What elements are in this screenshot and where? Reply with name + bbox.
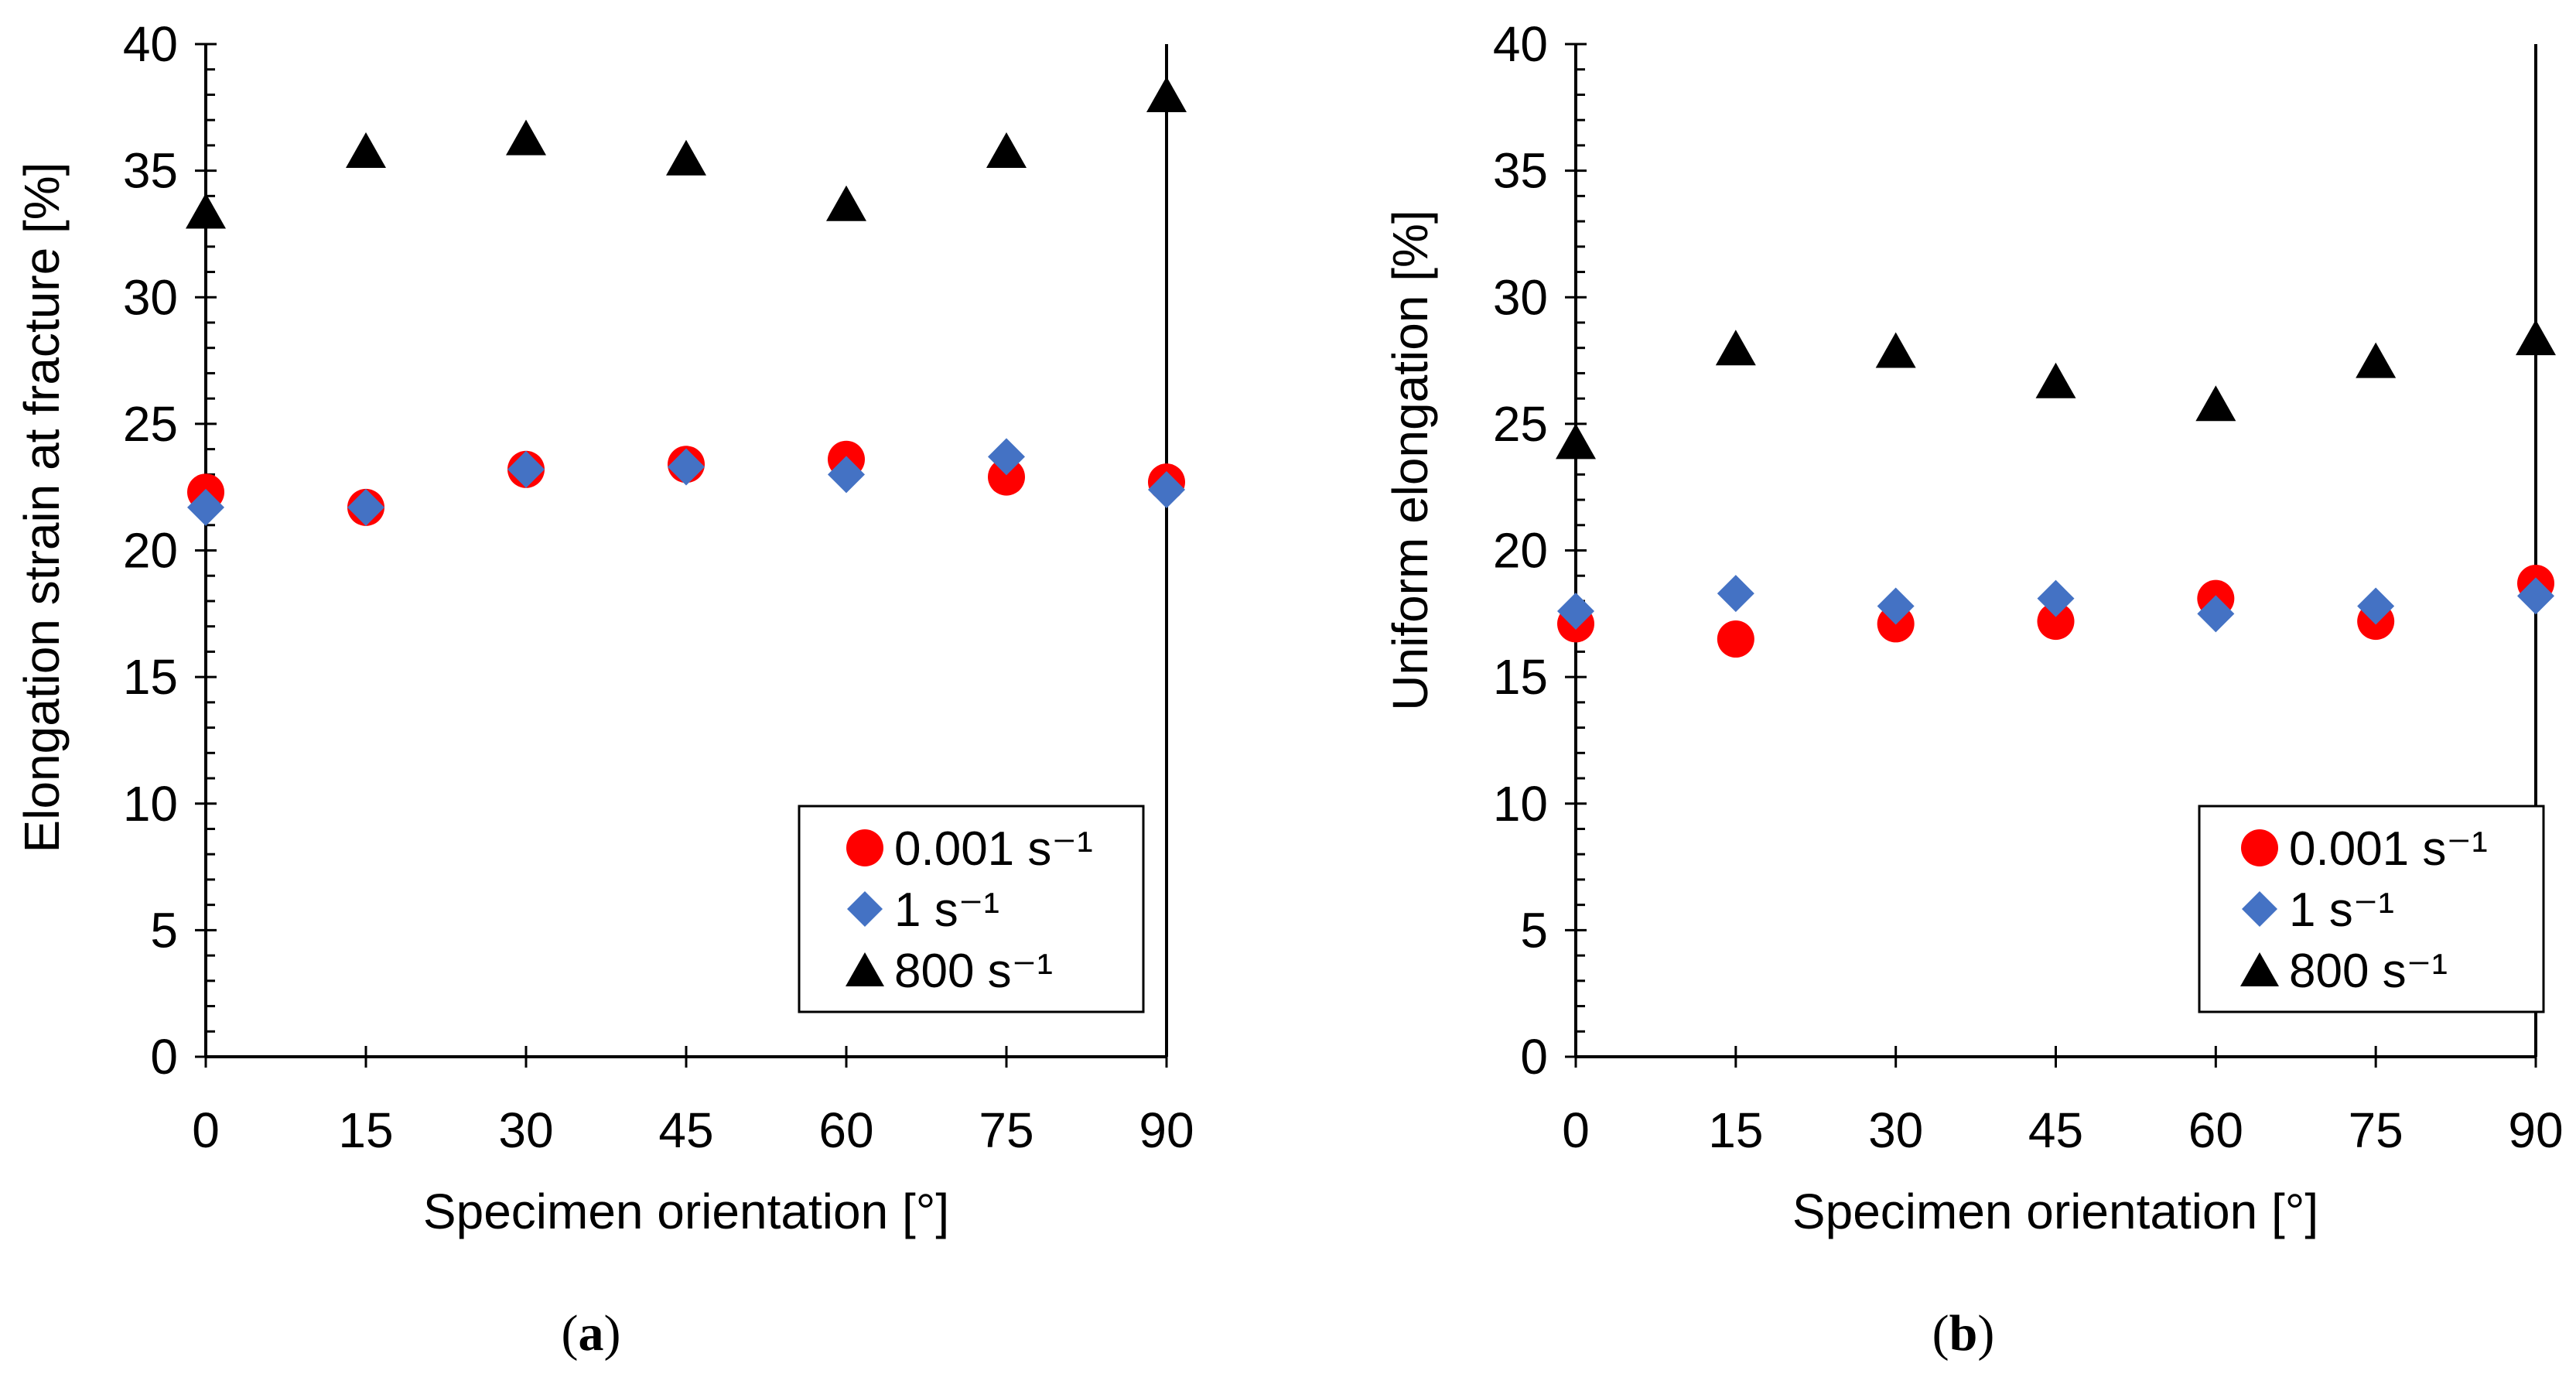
panel-b-x-axis-title: Specimen orientation [°] — [1792, 1184, 2318, 1239]
panel-a-data-points — [186, 76, 1187, 526]
panel-b-point-triangle — [1556, 423, 1596, 460]
panel-b-data-points — [1556, 320, 2556, 658]
panel-a-caption: (a) — [562, 1305, 621, 1362]
panel-b-legend-diamond-icon — [2242, 891, 2277, 927]
panel-a-legend-label-1: 1 s⁻¹ — [894, 883, 999, 937]
panel-a-x-tick-label: 60 — [818, 1102, 873, 1158]
panel-b-y-tick-label: 25 — [1493, 396, 1548, 452]
panel-b-x-tick-label: 75 — [2349, 1102, 2403, 1158]
panel-b-point-circle — [1717, 620, 1754, 658]
panel-b-point-diamond — [2357, 587, 2395, 625]
panel-a-point-triangle — [666, 139, 706, 176]
panel-a-point-diamond — [187, 488, 224, 526]
panel-a-y-tick-label: 20 — [123, 523, 178, 579]
panel-a-x-tick-label: 75 — [979, 1102, 1033, 1158]
panel-b-point-triangle — [2035, 362, 2076, 398]
panel-a-point-triangle — [346, 132, 386, 168]
panel-b-point-diamond — [1717, 575, 1754, 613]
panel-a-y-tick-label: 40 — [123, 16, 178, 72]
panel-b-x-tick-label: 90 — [2508, 1102, 2563, 1158]
panel-a-x-tick-label: 30 — [498, 1102, 553, 1158]
panel-a-point-triangle — [506, 119, 546, 155]
panel-b-legend-triangle-icon — [2240, 952, 2279, 986]
panel-b-legend-circle-icon — [2241, 829, 2278, 866]
panel-a-y-tick-label: 10 — [123, 776, 178, 832]
panel-a-x-tick-label: 15 — [338, 1102, 393, 1158]
panel-b-y-tick-labels: 0 5 10 15 20 25 30 35 40 — [1493, 16, 1548, 1085]
panel-a-y-tick-label: 35 — [123, 143, 178, 199]
panel-a-legend-triangle-icon — [846, 952, 884, 986]
panel-a-legend-diamond-icon — [847, 891, 883, 927]
panel-a-point-diamond — [347, 488, 384, 526]
panel-a-x-tick-label: 90 — [1139, 1102, 1194, 1158]
panel-b-caption-open: ( — [1932, 1305, 1949, 1362]
panel-b-y-tick-label: 0 — [1520, 1029, 1548, 1085]
panel-b-y-tick-label: 10 — [1493, 776, 1548, 832]
panel-b-point-triangle — [2356, 342, 2397, 378]
panel-b-point-diamond — [2197, 595, 2235, 633]
panel-b-caption-close: ) — [1977, 1305, 1994, 1362]
panel-b-y-tick-label: 40 — [1493, 16, 1548, 72]
panel-b-y-axis-title: Uniform elongation [%] — [1382, 210, 1438, 710]
panel-b-y-tick-label: 35 — [1493, 143, 1548, 199]
panel-a-point-diamond — [828, 456, 865, 494]
panel-b-y-tick-label: 30 — [1493, 269, 1548, 325]
panel-a-legend-circle-icon — [846, 829, 883, 866]
panel-b-point-diamond — [1877, 587, 1915, 625]
panel-b-x-tick-label: 30 — [1868, 1102, 1923, 1158]
panel-a-legend-label-0001: 0.001 s⁻¹ — [894, 822, 1093, 876]
panel-a-point-triangle — [186, 193, 226, 229]
panel-a-legend-label-800: 800 s⁻¹ — [894, 945, 1053, 998]
panel-b-legend-label-800: 800 s⁻¹ — [2289, 945, 2448, 998]
panel-a-x-tick-labels: 0 15 30 45 60 75 90 — [192, 1102, 1194, 1158]
panel-b-x-tick-label: 0 — [1562, 1102, 1590, 1158]
panel-b-x-tick-label: 15 — [1708, 1102, 1763, 1158]
panel-a-caption-close: ) — [604, 1305, 621, 1362]
panel-b-y-tick-label: 5 — [1520, 902, 1548, 958]
panel-b-point-triangle — [1715, 330, 1756, 366]
panel-a-point-diamond — [988, 438, 1025, 476]
panel-b-point-triangle — [2516, 320, 2556, 356]
panel-a-x-axis-title: Specimen orientation [°] — [423, 1184, 949, 1239]
panel-a-y-tick-label: 0 — [150, 1029, 178, 1085]
panel-b-x-tick-label: 60 — [2188, 1102, 2243, 1158]
panel-a-caption-open: ( — [562, 1305, 579, 1362]
panel-a-point-diamond — [668, 448, 705, 486]
panel-a-x-tick-label: 0 — [192, 1102, 220, 1158]
panel-a-point-circle — [988, 458, 1025, 496]
panel-a: 0 5 10 15 20 25 30 35 40 0 15 30 45 60 75 90 Specimen … — [14, 16, 1194, 1362]
panel-b-x-tick-labels: 0 15 30 45 60 75 90 — [1562, 1102, 2563, 1158]
panel-b-y-tick-label: 15 — [1493, 649, 1548, 705]
panel-b-caption-letter: b — [1949, 1305, 1978, 1362]
panel-a-y-tick-labels: 0 5 10 15 20 25 30 35 40 — [123, 16, 178, 1085]
panel-a-caption-letter: a — [579, 1305, 604, 1362]
panel-b-legend: 0.001 s⁻¹ 1 s⁻¹ 800 s⁻¹ — [2198, 805, 2545, 1013]
panel-a-y-axis-title: Elongation strain at fracture [%] — [14, 162, 70, 853]
panel-a-point-triangle — [826, 185, 866, 221]
panel-a-point-triangle — [1146, 76, 1187, 112]
panel-b-caption: (b) — [1932, 1305, 1995, 1362]
panel-a-point-diamond — [507, 450, 545, 488]
panel-b-x-tick-label: 45 — [2028, 1102, 2083, 1158]
panel-b-legend-label-1: 1 s⁻¹ — [2289, 883, 2394, 937]
panel-a-y-tick-label: 25 — [123, 396, 178, 452]
panel-a-x-tick-label: 45 — [658, 1102, 713, 1158]
panel-a-point-diamond — [1148, 470, 1185, 508]
panel-a-y-tick-label: 30 — [123, 269, 178, 325]
panel-b-legend-label-0001: 0.001 s⁻¹ — [2289, 822, 2488, 876]
panel-b-point-triangle — [2195, 385, 2236, 422]
panel-b-point-diamond — [2037, 579, 2075, 617]
panel-b-y-tick-label: 20 — [1493, 523, 1548, 579]
panel-b: 0 5 10 15 20 25 30 35 40 0 15 30 45 60 75 90 Specimen … — [1382, 16, 2564, 1362]
panel-a-y-tick-label: 15 — [123, 649, 178, 705]
panel-b-point-triangle — [1875, 332, 1916, 368]
panel-a-y-tick-label: 5 — [150, 902, 178, 958]
panel-a-legend: 0.001 s⁻¹ 1 s⁻¹ 800 s⁻¹ — [798, 805, 1145, 1013]
panel-b-point-circle — [2037, 603, 2075, 641]
panel-b-point-diamond — [1557, 593, 1594, 630]
panel-a-point-triangle — [986, 132, 1027, 168]
panel-b-point-diamond — [2517, 577, 2554, 615]
